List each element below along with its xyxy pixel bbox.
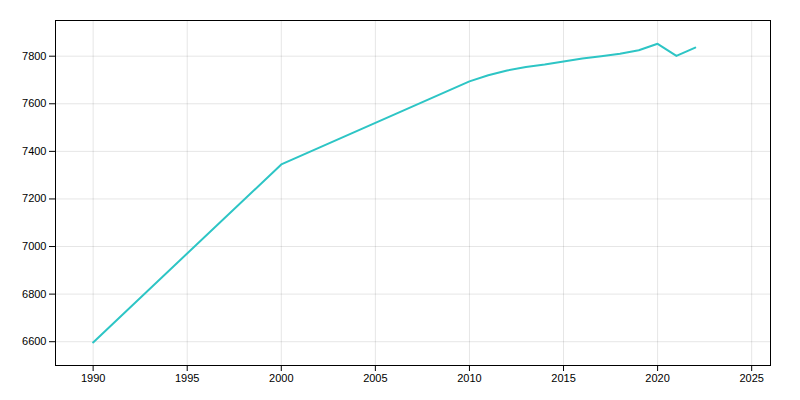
svg-text:2010: 2010 bbox=[457, 372, 481, 384]
svg-text:2005: 2005 bbox=[363, 372, 387, 384]
svg-text:7800: 7800 bbox=[22, 50, 46, 62]
svg-text:1990: 1990 bbox=[81, 372, 105, 384]
svg-text:2015: 2015 bbox=[551, 372, 575, 384]
svg-text:2020: 2020 bbox=[645, 372, 669, 384]
svg-text:7000: 7000 bbox=[22, 240, 46, 252]
svg-text:6600: 6600 bbox=[22, 335, 46, 347]
svg-text:7200: 7200 bbox=[22, 192, 46, 204]
svg-text:2000: 2000 bbox=[269, 372, 293, 384]
svg-text:7400: 7400 bbox=[22, 145, 46, 157]
svg-text:7600: 7600 bbox=[22, 97, 46, 109]
svg-text:1995: 1995 bbox=[175, 372, 199, 384]
svg-text:2025: 2025 bbox=[739, 372, 763, 384]
svg-text:6800: 6800 bbox=[22, 288, 46, 300]
